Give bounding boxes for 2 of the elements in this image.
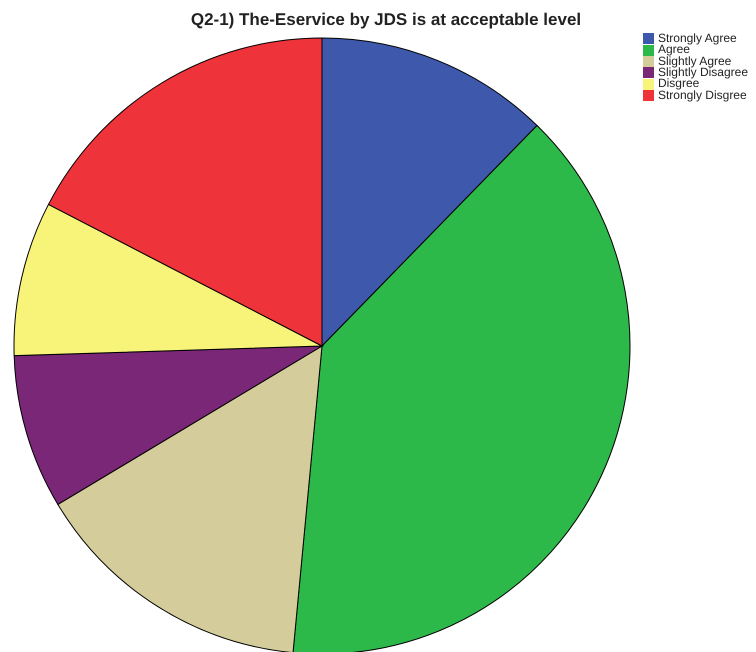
legend-label: Strongly Agree: [658, 31, 737, 45]
chart-title: Q2-1) The-Eservice by JDS is at acceptable level: [190, 10, 582, 30]
